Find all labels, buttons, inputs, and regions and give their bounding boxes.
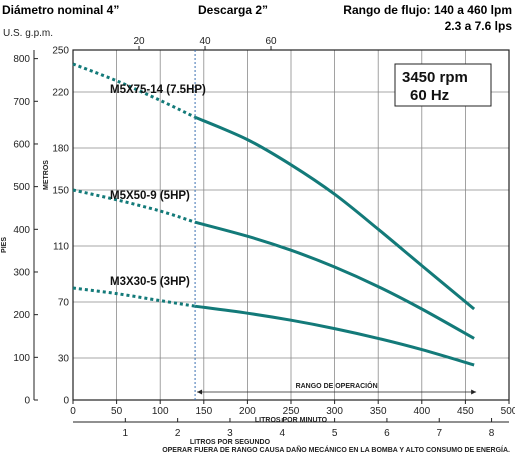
y-meters-tick-label: 180 — [52, 144, 69, 155]
x-lpm-tick-label: 300 — [326, 406, 343, 417]
y-feet-tick-label: 0 — [24, 396, 30, 407]
y-meters-tick-label: 0 — [63, 396, 69, 407]
rpm-label: 3450 rpm — [402, 69, 468, 86]
x-gpm-tick-label: 40 — [199, 36, 211, 47]
y-meters-tick-label: 70 — [58, 298, 70, 309]
y-meters-tick-label: 30 — [58, 354, 70, 365]
y-feet-tick-label: 800 — [13, 54, 30, 65]
y-meters-tick-label: 150 — [52, 186, 69, 197]
x-lps-tick-label: 7 — [436, 428, 442, 439]
x-lps-tick-label: 5 — [332, 428, 338, 439]
y-feet-tick-label: 700 — [13, 97, 30, 108]
header-diameter: Diámetro nominal 4” — [2, 3, 119, 17]
x-lps-tick-label: 1 — [123, 428, 129, 439]
y-feet-tick-label: 200 — [13, 310, 30, 321]
x-lps-tick-label: 4 — [279, 428, 285, 439]
operating-range-arrow-right — [471, 389, 477, 395]
curve-solid-segment — [194, 304, 475, 367]
x-lpm-tick-label: 250 — [283, 406, 300, 417]
x-lps-tick-label: 8 — [489, 428, 495, 439]
header-flow-range-lps: 2.3 a 7.6 lps — [445, 19, 513, 33]
y-feet-tick-label: 400 — [13, 225, 30, 236]
series-label: M5X75-14 (7.5HP) — [110, 84, 206, 96]
x-lpm-tick-label: 500 — [501, 406, 515, 417]
y-feet-tick-label: 500 — [13, 182, 30, 193]
x-lps-axis-label: LITROS POR SEGUNDO — [190, 439, 271, 446]
x-lpm-tick-label: 50 — [111, 406, 123, 417]
x-gpm-tick-label: 20 — [133, 36, 145, 47]
curve-dotted-segment — [72, 188, 196, 224]
x-gpm-tick-label: 60 — [265, 36, 277, 47]
operating-range-arrow-left — [197, 389, 203, 395]
series-label: M3X30-5 (3HP) — [110, 276, 190, 288]
x-lps-tick-label: 6 — [384, 428, 390, 439]
curve-dotted-segment — [72, 62, 196, 119]
x-lpm-tick-label: 200 — [239, 406, 256, 417]
x-lpm-tick-label: 100 — [152, 406, 169, 417]
x-gpm-axis-label: U.S. g.p.m. — [3, 28, 53, 39]
y-meters-tick-label: 250 — [52, 46, 69, 57]
x-lps-tick-label: 2 — [175, 428, 181, 439]
y-feet-axis-label: PIES — [1, 237, 8, 253]
frequency-label: 60 Hz — [410, 87, 449, 104]
x-lpm-axis-label: LITROS POR MINUTO — [255, 417, 328, 424]
y-feet-tick-label: 100 — [13, 353, 30, 364]
series-label: M5X50-9 (5HP) — [110, 190, 190, 202]
curves: M5X75-14 (7.5HP) M5X50-9 (5HP) M3X30-5 (3H… — [72, 62, 476, 367]
footer-warning: OPERAR FUERA DE RANGO CAUSA DAÑO MECÁNIC… — [162, 445, 510, 454]
curve-solid-segment — [194, 115, 476, 311]
y-feet-tick-label: 600 — [13, 139, 30, 150]
x-lpm-tick-label: 400 — [413, 406, 430, 417]
y-meters-tick-label: 220 — [52, 88, 69, 99]
y-meters-tick-label: 110 — [53, 242, 69, 253]
x-lpm-tick-label: 350 — [370, 406, 387, 417]
curve-solid-segment — [194, 220, 475, 340]
x-lps-tick-label: 3 — [227, 428, 233, 439]
x-lpm-tick-label: 150 — [195, 406, 212, 417]
curve-dotted-segment — [72, 286, 196, 308]
x-lpm-tick-label: 0 — [70, 406, 76, 417]
rpm-info-box: 3450 rpm 60 Hz — [394, 63, 492, 107]
y-feet-tick-label: 300 — [13, 267, 30, 278]
header-flow-range: Rango de flujo: 140 a 460 lpm — [343, 3, 512, 17]
operating-range-label: RANGO DE OPERACIÓN — [296, 381, 378, 390]
x-lpm-tick-label: 450 — [457, 406, 474, 417]
header-discharge: Descarga 2” — [198, 3, 268, 17]
y-meters-axis-label: METROS — [43, 160, 50, 190]
